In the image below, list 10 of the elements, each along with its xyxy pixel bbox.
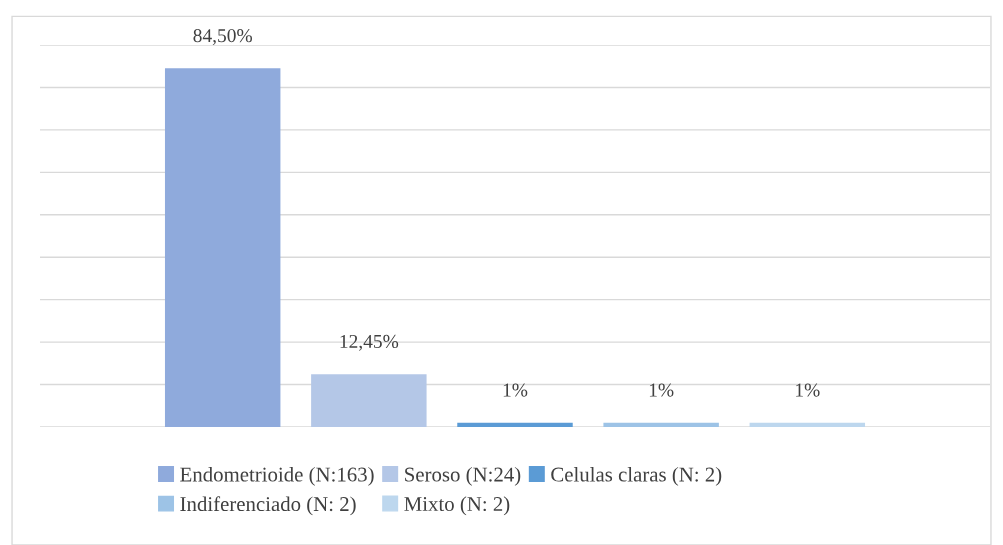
- legend-label: Mixto (N: 2): [404, 496, 510, 516]
- legend-label: Seroso (N:24): [405, 466, 521, 486]
- legend-label: Celulas claras (N: 2): [551, 466, 722, 486]
- data-label: 84,50%: [193, 29, 252, 45]
- legend-label: Indiferenciado (N: 2): [180, 496, 356, 516]
- data-label: 12,45%: [340, 334, 399, 351]
- legend-label: Endometrioide (N:163): [180, 466, 374, 486]
- data-label: 1%: [649, 383, 674, 397]
- data-label: 1%: [503, 383, 528, 397]
- data-label: 1%: [796, 383, 820, 397]
